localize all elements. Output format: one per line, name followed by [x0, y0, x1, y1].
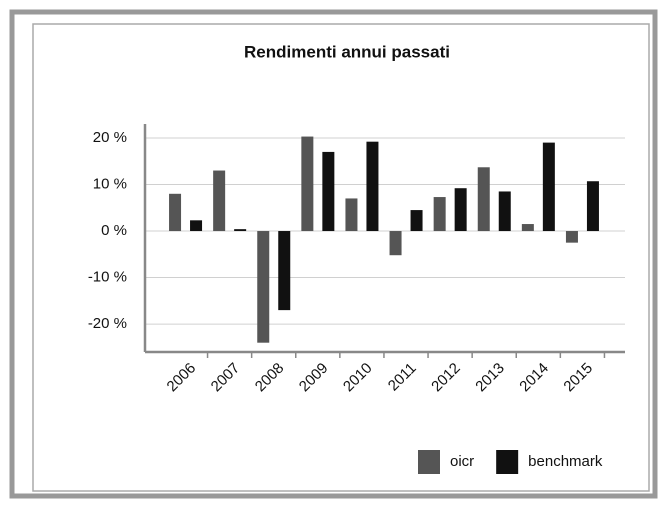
bar — [345, 198, 358, 232]
bar — [257, 231, 270, 343]
y-tick-label: 20 % — [93, 129, 127, 146]
bar — [477, 167, 490, 232]
y-tick-label: 0 % — [101, 222, 127, 239]
bar — [190, 220, 203, 232]
bar — [454, 188, 467, 232]
bar — [169, 193, 182, 232]
bar — [433, 197, 446, 232]
y-tick-label: -20 % — [88, 315, 127, 332]
legend-swatch — [418, 450, 440, 474]
bar — [586, 181, 599, 232]
y-tick-label: -10 % — [88, 269, 127, 286]
legend-label: benchmark — [528, 453, 603, 470]
bar — [234, 229, 247, 232]
bar — [389, 231, 402, 256]
y-tick-label: 10 % — [93, 175, 127, 192]
bar — [498, 191, 511, 232]
legend-label: oicr — [450, 453, 474, 470]
bar — [366, 141, 379, 232]
bar — [278, 231, 291, 311]
bar — [213, 170, 226, 232]
chart-title: Rendimenti annui passati — [244, 42, 450, 61]
inner-frame — [32, 23, 650, 492]
bar — [322, 151, 335, 232]
bar — [542, 142, 555, 232]
bar — [521, 224, 534, 232]
bar — [410, 210, 423, 232]
bar — [565, 231, 578, 243]
legend-swatch — [496, 450, 519, 474]
bar — [301, 136, 314, 232]
